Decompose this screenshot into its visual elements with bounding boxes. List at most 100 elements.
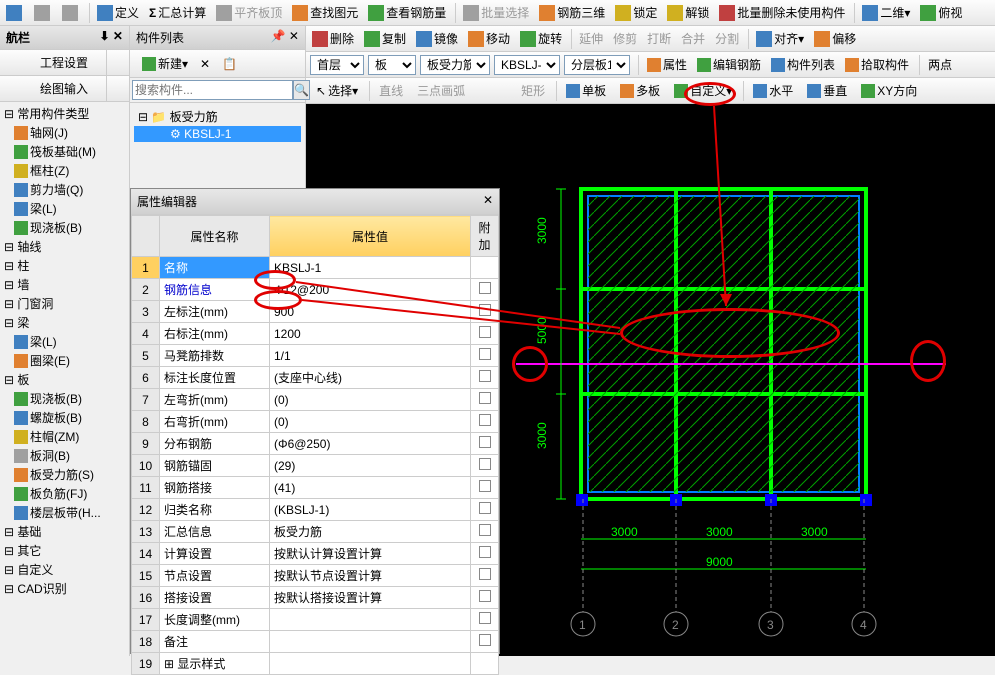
property-row[interactable]: 13汇总信息板受力筋 — [132, 521, 499, 543]
2d-button[interactable]: 二维 ▾ — [858, 2, 914, 23]
property-row[interactable]: 4右标注(mm)1200 — [132, 323, 499, 345]
arc-button[interactable]: 三点画弧 — [411, 80, 471, 101]
two-point-button[interactable]: 两点 — [924, 54, 956, 75]
tree-cad[interactable]: CAD识别 — [0, 579, 129, 598]
property-row[interactable]: 14计算设置按默认计算设置计算 — [132, 543, 499, 565]
pick-component-button[interactable]: 拾取构件 — [841, 54, 913, 75]
drawing-input-button[interactable]: 绘图输入 — [22, 76, 107, 101]
tree-common[interactable]: 常用构件类型 — [0, 104, 129, 123]
floor-select[interactable]: 首层 — [310, 55, 364, 75]
tree-door[interactable]: 门窗洞 — [0, 294, 129, 313]
batch-select-button[interactable]: 批量选择 — [459, 2, 533, 23]
save-icon[interactable] — [2, 3, 28, 23]
tree-beam1[interactable]: 梁(L) — [0, 199, 129, 218]
tree-shear-wall[interactable]: 剪力墙(Q) — [0, 180, 129, 199]
property-row[interactable]: 12归类名称(KBSLJ-1) — [132, 499, 499, 521]
tree-custom[interactable]: 自定义 — [0, 560, 129, 579]
property-row[interactable]: 10钢筋锚固(29) — [132, 455, 499, 477]
search-button[interactable]: 🔍 — [293, 80, 310, 100]
tree-slab-hole[interactable]: 板洞(B) — [0, 446, 129, 465]
offset-button[interactable]: 偏移 — [810, 28, 860, 49]
view-rebar-button[interactable]: 查看钢筋量 — [364, 2, 450, 23]
property-row[interactable]: 1名称KBSLJ-1 — [132, 257, 499, 279]
move-button[interactable]: 移动 — [464, 28, 514, 49]
property-row[interactable]: 2钢筋信息Φ12@200 — [132, 279, 499, 301]
redo-icon[interactable] — [58, 3, 84, 23]
tree-foundation[interactable]: 基础 — [0, 522, 129, 541]
multi-slab-button[interactable]: 多板 — [614, 80, 666, 101]
trim-button[interactable]: 修剪 — [609, 28, 641, 49]
tree-other[interactable]: 其它 — [0, 541, 129, 560]
rebar-3d-button[interactable]: 钢筋三维 — [535, 2, 609, 23]
prop-close-icon[interactable]: ✕ — [483, 193, 493, 210]
line-button[interactable]: 直线 — [373, 80, 409, 101]
search-input[interactable] — [132, 80, 293, 100]
tree-slab[interactable]: 板 — [0, 370, 129, 389]
xy-direction-button[interactable]: XY方向 — [855, 80, 923, 101]
component-tree-item[interactable]: ⚙ KBSLJ-1 — [134, 126, 301, 142]
property-row[interactable]: 6标注长度位置(支座中心线) — [132, 367, 499, 389]
tree-frame-col[interactable]: 框柱(Z) — [0, 161, 129, 180]
split-button[interactable]: 分割 — [711, 28, 743, 49]
lock-button[interactable]: 锁定 — [611, 2, 661, 23]
subcategory-select[interactable]: 板受力筋 — [420, 55, 490, 75]
tree-spiral[interactable]: 螺旋板(B) — [0, 408, 129, 427]
layer-select[interactable]: 分层板1 — [564, 55, 630, 75]
component-tree-root[interactable]: ⊟ 📁 板受力筋 — [134, 107, 301, 126]
undo-icon[interactable] — [30, 3, 56, 23]
find-element-button[interactable]: 查找图元 — [288, 2, 362, 23]
vertical-button[interactable]: 垂直 — [801, 80, 853, 101]
delete-component-button[interactable]: ✕ — [194, 55, 216, 73]
topview-button[interactable]: 俯视 — [916, 2, 966, 23]
component-list-button[interactable]: 构件列表 — [767, 54, 839, 75]
extend-button[interactable]: 延伸 — [575, 28, 607, 49]
property-row[interactable]: 3左标注(mm)900 — [132, 301, 499, 323]
tree-axis-grid[interactable]: 轴网(J) — [0, 123, 129, 142]
comp-pin-icon[interactable]: 📌 ✕ — [271, 29, 299, 46]
sum-calc-button[interactable]: Σ汇总计算 — [145, 2, 210, 23]
property-row[interactable]: 16搭接设置按默认搭接设置计算 — [132, 587, 499, 609]
custom-button[interactable]: 自定义 ▾ — [668, 80, 738, 101]
tree-wall[interactable]: 墙 — [0, 275, 129, 294]
mirror-button[interactable]: 镜像 — [412, 28, 462, 49]
tree-floor-strip[interactable]: 楼层板带(H... — [0, 503, 129, 522]
tree-col-cap[interactable]: 柱帽(ZM) — [0, 427, 129, 446]
tree-raft[interactable]: 筏板基础(M) — [0, 142, 129, 161]
level-slab-button[interactable]: 平齐板顶 — [212, 2, 286, 23]
new-component-button[interactable]: 新建 ▾ — [136, 53, 194, 74]
nav-pin-icon[interactable]: ⬇ ✕ — [100, 29, 123, 46]
tree-beam2[interactable]: 梁(L) — [0, 332, 129, 351]
horizontal-button[interactable]: 水平 — [747, 80, 799, 101]
define-button[interactable]: 定义 — [93, 2, 143, 23]
tree-slab-neg[interactable]: 板负筋(FJ) — [0, 484, 129, 503]
unlock-button[interactable]: 解锁 — [663, 2, 713, 23]
tree-cast-slab2[interactable]: 现浇板(B) — [0, 389, 129, 408]
property-row[interactable]: 9分布钢筋(Φ6@250) — [132, 433, 499, 455]
break-button[interactable]: 打断 — [643, 28, 675, 49]
project-settings-button[interactable]: 工程设置 — [22, 50, 107, 75]
property-row[interactable]: 18备注 — [132, 631, 499, 653]
single-slab-button[interactable]: 单板 — [560, 80, 612, 101]
category-select[interactable]: 板 — [368, 55, 416, 75]
copy-button[interactable]: 复制 — [360, 28, 410, 49]
property-row[interactable]: 5马凳筋排数1/1 — [132, 345, 499, 367]
tree-column[interactable]: 柱 — [0, 256, 129, 275]
copy-component-button[interactable]: 📋 — [216, 55, 243, 73]
delete-button[interactable]: 删除 — [308, 28, 358, 49]
tree-axis[interactable]: 轴线 — [0, 237, 129, 256]
tree-ring-beam[interactable]: 圈梁(E) — [0, 351, 129, 370]
tree-cast-slab[interactable]: 现浇板(B) — [0, 218, 129, 237]
tree-beam[interactable]: 梁 — [0, 313, 129, 332]
tree-slab-rebar[interactable]: 板受力筋(S) — [0, 465, 129, 484]
properties-button[interactable]: 属性 — [643, 54, 691, 75]
select-button[interactable]: ↖选择 ▾ — [310, 80, 364, 101]
property-row[interactable]: 8右弯折(mm)(0) — [132, 411, 499, 433]
align-button[interactable]: 对齐 ▾ — [752, 28, 808, 49]
batch-delete-button[interactable]: 批量删除未使用构件 — [715, 2, 849, 23]
property-row[interactable]: 17长度调整(mm) — [132, 609, 499, 631]
property-row[interactable]: 15节点设置按默认节点设置计算 — [132, 565, 499, 587]
merge-button[interactable]: 合并 — [677, 28, 709, 49]
component-select[interactable]: KBSLJ-1 — [494, 55, 560, 75]
property-row[interactable]: 11钢筋搭接(41) — [132, 477, 499, 499]
rotate-button[interactable]: 旋转 — [516, 28, 566, 49]
